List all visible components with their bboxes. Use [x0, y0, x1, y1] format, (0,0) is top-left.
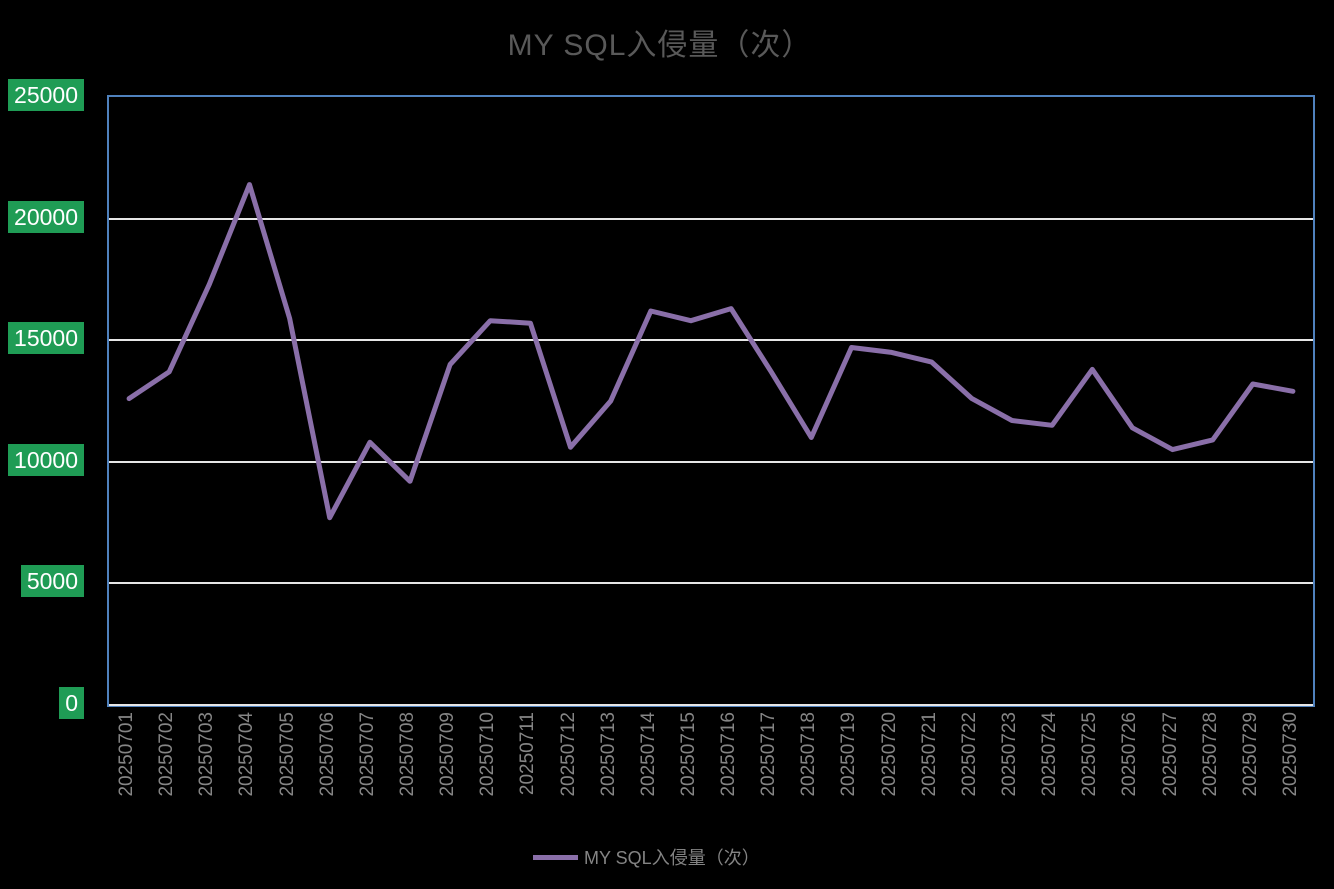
x-tick-label-20250715: 20250715 — [677, 712, 699, 797]
x-tick-label-20250707: 20250707 — [356, 712, 378, 797]
x-tick-label-20250729: 20250729 — [1239, 712, 1261, 797]
legend: MY SQL入侵量（次） — [533, 844, 760, 870]
plot-area — [107, 95, 1315, 707]
x-tick-label-20250712: 20250712 — [557, 712, 579, 797]
legend-line-swatch — [533, 854, 578, 860]
gridline-20000 — [109, 217, 1313, 220]
x-tick-label-20250727: 20250727 — [1159, 712, 1181, 797]
x-tick-label-20250717: 20250717 — [758, 712, 780, 797]
x-tick-label-20250705: 20250705 — [276, 712, 298, 797]
gridline-5000 — [109, 582, 1313, 585]
x-tick-label-20250721: 20250721 — [918, 712, 940, 797]
y-tick-label-10000: 10000 — [8, 443, 84, 476]
legend-label: MY SQL入侵量（次） — [584, 848, 760, 868]
x-tick-label-20250723: 20250723 — [999, 712, 1020, 797]
y-tick-label-0: 0 — [59, 687, 84, 719]
x-tick-label-20250713: 20250713 — [597, 712, 619, 797]
x-tick-label-20250724: 20250724 — [1039, 712, 1061, 797]
y-tick-label-20000: 20000 — [8, 200, 84, 233]
x-tick-label-20250702: 20250702 — [156, 712, 178, 797]
y-tick-label-5000: 5000 — [20, 565, 84, 598]
gridline-10000 — [109, 460, 1313, 463]
chart-title: MY SQL入侵量（次） — [507, 29, 813, 62]
y-tick-label-25000: 25000 — [8, 79, 84, 111]
x-tick-label-20250725: 20250725 — [1079, 712, 1101, 797]
series-line — [126, 182, 1296, 521]
gridline-15000 — [109, 339, 1313, 342]
x-tick-label-20250703: 20250703 — [196, 712, 218, 797]
x-tick-label-20250710: 20250710 — [477, 712, 499, 797]
x-tick-label-20250704: 20250704 — [236, 712, 258, 797]
x-tick-label-20250714: 20250714 — [637, 712, 659, 797]
x-tick-label-20250716: 20250716 — [718, 712, 740, 797]
x-tick-label-20250722: 20250722 — [958, 712, 980, 797]
x-tick-label-20250720: 20250720 — [878, 712, 900, 797]
x-tick-label-20250718: 20250718 — [798, 712, 820, 797]
gridline-0 — [109, 704, 1313, 706]
y-tick-label-15000: 15000 — [8, 322, 84, 355]
x-tick-label-20250719: 20250719 — [838, 712, 860, 797]
x-tick-label-20250706: 20250706 — [316, 712, 338, 797]
x-tick-label-20250711: 20250711 — [517, 712, 539, 796]
x-tick-label-20250726: 20250726 — [1119, 712, 1141, 797]
x-tick-label-20250701: 20250701 — [116, 712, 138, 797]
x-tick-label-20250708: 20250708 — [397, 712, 418, 797]
x-tick-label-20250709: 20250709 — [437, 712, 459, 797]
x-tick-label-20250730: 20250730 — [1279, 712, 1301, 797]
x-tick-label-20250728: 20250728 — [1199, 712, 1221, 797]
series-svg — [126, 182, 1296, 521]
